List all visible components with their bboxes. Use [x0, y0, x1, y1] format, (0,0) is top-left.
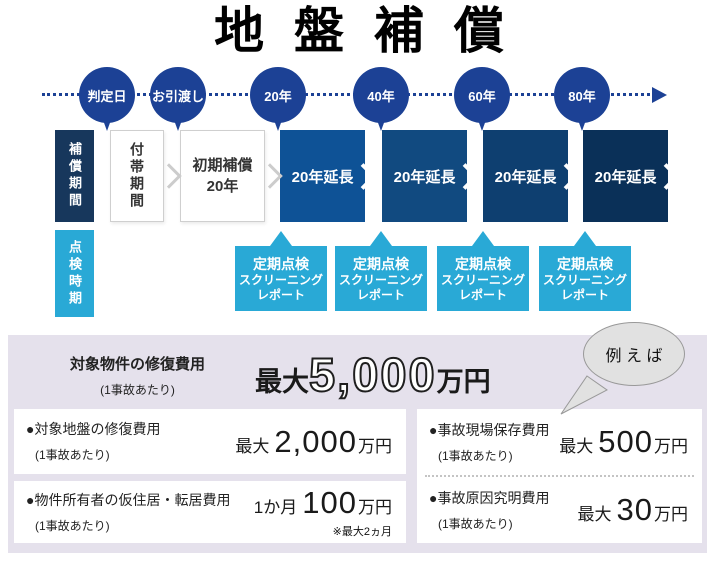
inspection-line2: スクリーニング — [238, 272, 323, 287]
cost-subtitle: (1事故あたり) — [438, 448, 513, 463]
cost-text: ●対象地盤の修復費用 (1事故あたり) — [26, 420, 160, 463]
summary-heading-title: 対象物件の修復費用 — [69, 356, 205, 373]
cost-value: 最大 500 万円 — [559, 424, 688, 460]
cost-item: ●事故原因究明費用 (1事故あたり) 最大 30 万円 — [417, 477, 702, 543]
value-suffix: 万円 — [358, 436, 392, 456]
extension-box-3: 20年延長 — [483, 130, 568, 222]
inspection-line1: 定期点検 — [353, 255, 409, 272]
cost-text: ●事故現場保存費用 (1事故あたり) — [429, 421, 549, 464]
timeline-marker-80yr: 80年 — [554, 67, 610, 131]
marker-label: 80年 — [568, 88, 596, 104]
timeline-marker-40yr: 40年 — [353, 67, 409, 131]
timeline-marker-60yr: 60年 — [454, 67, 510, 131]
cost-title: ●事故現場保存費用 — [429, 421, 550, 438]
timeline-dotted-line — [42, 93, 650, 96]
cost-value: 最大 30 万円 — [578, 492, 688, 528]
inspection-timing-header: 点検時期 — [55, 230, 94, 317]
cost-note: ※最大2ヵ月 — [332, 526, 392, 538]
cost-card-temporary-housing: ●物件所有者の仮住居・転居費用 (1事故あたり) 1か月 100 万円 ※最大2… — [14, 481, 406, 543]
cost-title: ●対象地盤の修復費用 — [26, 421, 161, 437]
inspection-report-box-2: 定期点検 スクリーニング レポート — [335, 231, 427, 311]
value-suffix: 万円 — [654, 505, 688, 524]
value-prefix: 最大 — [235, 436, 270, 456]
cost-text: ●事故原因究明費用 (1事故あたり) — [429, 489, 549, 532]
cost-title: ●事故原因究明費用 — [429, 489, 550, 506]
extension-box-1: 20年延長 — [280, 130, 365, 222]
timeline-arrow-icon — [652, 87, 667, 103]
cost-item: ●物件所有者の仮住居・転居費用 (1事故あたり) 1か月 100 万円 ※最大2… — [14, 481, 406, 543]
cost-value-block: 1か月 100 万円 ※最大2ヵ月 — [254, 485, 392, 539]
cost-subtitle: (1事故あたり) — [35, 448, 110, 462]
balloon-circle: お引渡し — [150, 67, 206, 123]
value-suffix: 万円 — [654, 437, 688, 456]
value-prefix: 1か月 — [253, 498, 298, 517]
inspection-line1: 定期点検 — [253, 255, 309, 272]
incidental-period-box: 付帯期間 — [110, 130, 164, 222]
timeline-marker-handover: お引渡し — [150, 67, 206, 131]
speech-bubble-tail — [560, 375, 608, 415]
amount-suffix: 万円 — [436, 367, 491, 397]
summary-heading: 対象物件の修復費用 (1事故あたり) — [30, 353, 245, 398]
amount-value: 5,000 — [308, 347, 437, 402]
initial-coverage-line2: 20年 — [206, 178, 239, 195]
dotted-divider — [425, 475, 694, 477]
cost-value: 最大 2,000 万円 — [235, 424, 392, 460]
max-amount: 最大 5,000 万円 — [255, 346, 491, 404]
cost-subtitle: (1事故あたり) — [35, 518, 110, 533]
marker-label: 20年 — [264, 88, 292, 104]
value-number: 2,000 — [274, 423, 357, 459]
coverage-period-header: 補償期間 — [55, 130, 94, 222]
balloon-circle: 40年 — [353, 67, 409, 123]
amount-prefix: 最大 — [255, 367, 309, 397]
cost-value: 1か月 100 万円 — [254, 485, 392, 521]
balloon-circle: 20年 — [250, 67, 306, 123]
inspection-report-box-4: 定期点検 スクリーニング レポート — [539, 231, 631, 311]
extension-box-4: 20年延長 — [583, 130, 668, 222]
cost-item: ●事故現場保存費用 (1事故あたり) 最大 500 万円 — [417, 409, 702, 475]
inspection-line3: レポート — [356, 287, 405, 302]
cost-title: ●物件所有者の仮住居・転居費用 — [26, 491, 231, 508]
inspection-report-box-1: 定期点検 スクリーニング レポート — [235, 231, 327, 311]
balloon-circle: 60年 — [454, 67, 510, 123]
inspection-line3: レポート — [560, 287, 609, 302]
inspection-line1: 定期点検 — [455, 255, 511, 272]
balloon-circle: 判定日 — [79, 67, 135, 123]
initial-coverage-line1: 初期補償 — [192, 157, 253, 174]
marker-label: 判定日 — [87, 88, 127, 104]
inspection-line3: レポート — [256, 287, 305, 302]
inspection-line2: スクリーニング — [440, 272, 525, 287]
inspection-report-box-3: 定期点検 スクリーニング レポート — [437, 231, 529, 311]
value-suffix: 万円 — [358, 498, 392, 517]
cost-card-right-column: ●事故現場保存費用 (1事故あたり) 最大 500 万円 ●事故原因究明費用 (… — [417, 409, 702, 543]
value-number: 500 — [598, 424, 653, 459]
marker-label: 60年 — [468, 88, 496, 104]
summary-heading-sub: (1事故あたり) — [100, 383, 175, 397]
value-prefix: 最大 — [559, 437, 594, 456]
value-prefix: 最大 — [577, 505, 612, 524]
inspection-line3: レポート — [458, 287, 507, 302]
marker-label: 40年 — [367, 88, 395, 104]
value-number: 30 — [616, 492, 653, 527]
timeline-marker-20yr: 20年 — [250, 67, 306, 131]
cost-text: ●物件所有者の仮住居・転居費用 (1事故あたり) — [26, 491, 230, 534]
balloon-circle: 80年 — [554, 67, 610, 123]
value-number: 100 — [302, 485, 357, 520]
inspection-line2: スクリーニング — [338, 272, 423, 287]
initial-coverage-box: 初期補償 20年 — [180, 130, 265, 222]
inspection-line2: スクリーニング — [542, 272, 627, 287]
marker-label: お引渡し — [151, 88, 204, 104]
cost-item: ●対象地盤の修復費用 (1事故あたり) 最大 2,000 万円 — [14, 409, 406, 474]
timeline-marker-judgment-day: 判定日 — [79, 67, 135, 131]
extension-box-2: 20年延長 — [382, 130, 467, 222]
example-bubble: 例 え ば — [583, 322, 685, 386]
page-title: 地 盤 補 償 — [214, 3, 512, 59]
cost-subtitle: (1事故あたり) — [438, 516, 513, 531]
inspection-line1: 定期点検 — [557, 255, 613, 272]
cost-card-ground-repair: ●対象地盤の修復費用 (1事故あたり) 最大 2,000 万円 — [14, 409, 406, 474]
